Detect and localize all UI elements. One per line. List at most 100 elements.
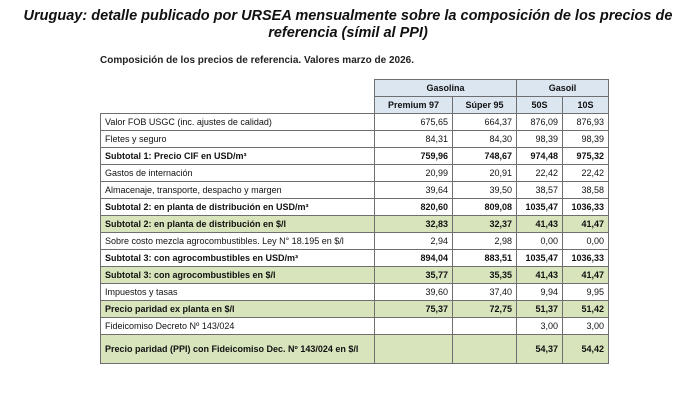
row-value: 72,75 [452,300,517,318]
row-value [452,317,517,335]
row-value: 975,32 [562,147,609,165]
row-value: 748,67 [452,147,517,165]
table-row: Almacenaje, transporte, despacho y marge… [100,181,609,199]
row-value: 54,37 [516,334,563,364]
table-row: Precio paridad ex planta en $/l 75,37 72,7… [100,300,609,318]
row-value: 22,42 [562,164,609,182]
row-value: 2,98 [452,232,517,250]
header-corner [101,97,375,114]
table-row: Precio paridad (PPI) con Fideicomiso Dec… [100,334,609,364]
row-value: 39,64 [374,181,453,199]
table-row: Subtotal 2: en planta de distribución en… [100,215,609,233]
group-header-gasoil: Gasoil [516,79,609,97]
row-label: Sobre costo mezcla agrocombustibles. Ley… [100,232,375,250]
row-value: 3,00 [516,317,563,335]
row-value: 41,47 [562,215,609,233]
table-row: Valor FOB USGC (inc. ajustes de calidad)… [100,113,609,131]
row-value: 0,00 [516,232,563,250]
row-value: 974,48 [516,147,563,165]
row-value: 39,50 [452,181,517,199]
row-value: 0,00 [562,232,609,250]
row-value: 664,37 [452,113,517,131]
group-header-row: Gasolina Gasoil [101,79,609,97]
table-row: Sobre costo mezcla agrocombustibles. Ley… [100,232,609,250]
table-row: Gastos de internación 20,99 20,91 22,42 22,4… [100,164,609,182]
row-value: 37,40 [452,283,517,301]
row-label: Valor FOB USGC (inc. ajustes de calidad) [100,113,375,131]
row-value: 32,83 [374,215,453,233]
row-label: Precio paridad (PPI) con Fideicomiso Dec… [100,334,375,364]
table-row: Impuestos y tasas 39,60 37,40 9,94 9,95 [100,283,609,301]
row-value: 1036,33 [562,249,609,267]
row-value: 38,58 [562,181,609,199]
row-value: 98,39 [562,130,609,148]
row-value: 876,93 [562,113,609,131]
row-value: 1035,47 [516,249,563,267]
row-value: 41,43 [516,215,563,233]
price-composition-table: Gasolina Gasoil Premium 97 Súper 95 50S … [100,79,609,364]
headline: Uruguay: detalle publicado por URSEA men… [0,8,696,42]
row-value [374,334,453,364]
row-value: 876,09 [516,113,563,131]
row-value: 41,47 [562,266,609,284]
row-value: 894,04 [374,249,453,267]
row-value: 883,51 [452,249,517,267]
row-value: 820,60 [374,198,453,216]
row-value: 809,08 [452,198,517,216]
row-value: 675,65 [374,113,453,131]
header-corner [101,80,375,97]
row-value: 20,99 [374,164,453,182]
row-value: 1035,47 [516,198,563,216]
row-value: 98,39 [516,130,563,148]
row-value: 9,95 [562,283,609,301]
row-value: 759,96 [374,147,453,165]
row-value: 38,57 [516,181,563,199]
product-header-premium-97: Premium 97 [374,96,453,114]
table-row: Subtotal 3: con agrocombustibles en USD/… [100,249,609,267]
row-label: Fideicomiso Decreto Nº 143/024 [100,317,375,335]
row-value [452,334,517,364]
row-value: 22,42 [516,164,563,182]
row-value: 51,42 [562,300,609,318]
row-value: 32,37 [452,215,517,233]
row-value: 35,35 [452,266,517,284]
row-label: Subtotal 1: Precio CIF en USD/m³ [100,147,375,165]
row-label: Subtotal 3: con agrocombustibles en $/l [100,266,375,284]
product-header-50s: 50S [516,96,563,114]
row-value: 51,37 [516,300,563,318]
product-header-10s: 10S [562,96,609,114]
row-label: Almacenaje, transporte, despacho y marge… [100,181,375,199]
row-value: 1036,33 [562,198,609,216]
table-row: Subtotal 3: con agrocombustibles en $/l 3… [100,266,609,284]
row-label: Fletes y seguro [100,130,375,148]
row-label: Subtotal 2: en planta de distribución en… [100,215,375,233]
row-value [374,317,453,335]
table-body: Gasolina Gasoil Premium 97 Súper 95 50S … [100,79,609,364]
product-header-row: Premium 97 Súper 95 50S 10S [101,96,609,114]
row-value: 84,31 [374,130,453,148]
table-subtitle: Composición de los precios de referencia… [100,55,415,66]
row-value: 3,00 [562,317,609,335]
row-value: 39,60 [374,283,453,301]
row-label: Subtotal 2: en planta de distribución en… [100,198,375,216]
table-row: Fletes y seguro 84,31 84,30 98,39 98,39 [100,130,609,148]
product-header-super-95: Súper 95 [452,96,517,114]
table-row: Fideicomiso Decreto Nº 143/024 3,00 3,00 [100,317,609,335]
row-value: 9,94 [516,283,563,301]
table-row: Subtotal 1: Precio CIF en USD/m³ 759,96 74… [100,147,609,165]
row-label: Precio paridad ex planta en $/l [100,300,375,318]
group-header-gasolina: Gasolina [374,79,517,97]
headline-line-1: Uruguay: detalle publicado por URSEA men… [23,8,673,24]
row-label: Subtotal 3: con agrocombustibles en USD/… [100,249,375,267]
row-value: 75,37 [374,300,453,318]
row-value: 2,94 [374,232,453,250]
row-value: 54,42 [562,334,609,364]
headline-line-2: referencia (símil al PPI) [268,25,428,41]
row-value: 84,30 [452,130,517,148]
table-row: Subtotal 2: en planta de distribución en… [100,198,609,216]
row-value: 41,43 [516,266,563,284]
row-value: 20,91 [452,164,517,182]
row-value: 35,77 [374,266,453,284]
row-label: Impuestos y tasas [100,283,375,301]
row-label: Gastos de internación [100,164,375,182]
